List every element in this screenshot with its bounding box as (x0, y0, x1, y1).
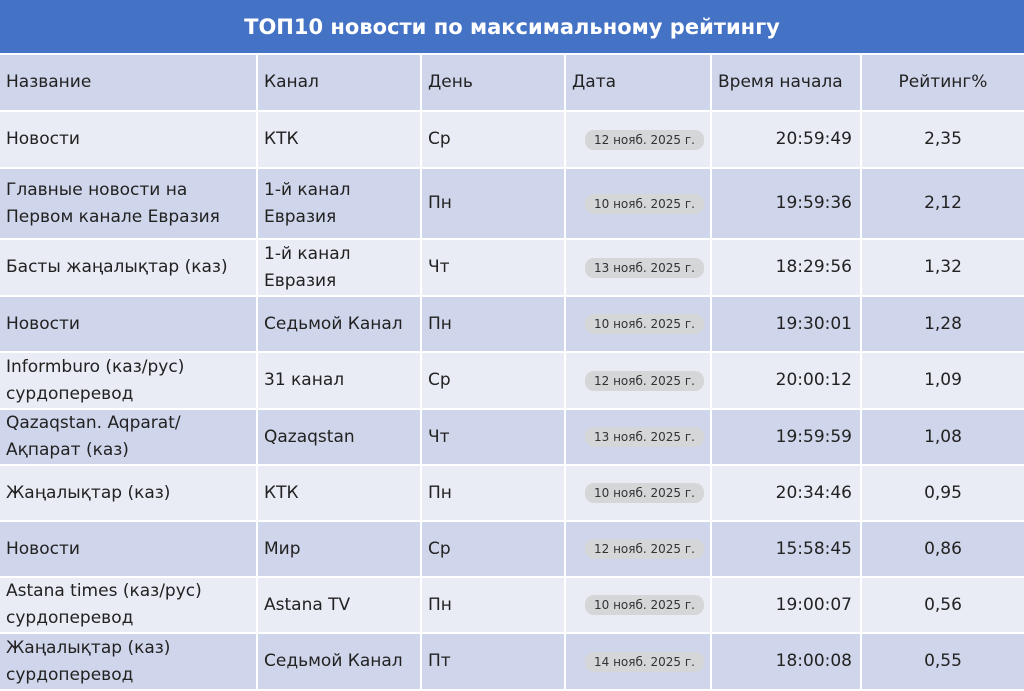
cell-rating: 2,12 (924, 193, 962, 213)
header-day: День (422, 55, 566, 110)
cell-name: Басты жаңалықтар (каз) (0, 240, 258, 295)
cell-name: Жаңалықтар (каз) сурдоперевод (0, 634, 258, 689)
cell-date: 10 нояб. 2025 г. (566, 169, 712, 238)
table-row: Басты жаңалықтар (каз) 1-й канал Евразия Ч… (0, 240, 1024, 297)
cell-day: Пт (422, 634, 566, 689)
cell-rating: 1,28 (924, 313, 962, 334)
cell-date: 12 нояб. 2025 г. (566, 353, 712, 408)
cell-date: 12 нояб. 2025 г. (566, 522, 712, 576)
table-row: Astana times (каз/рус) сурдоперевод Astan… (0, 578, 1024, 634)
table-header: Название Канал День Дата Время начала Ре… (0, 55, 1024, 112)
date-badge: 10 нояб. 2025 г. (585, 483, 704, 503)
cell-day: Пн (422, 297, 566, 351)
table-row: Новости Седьмой Канал Пн 10 нояб. 2025 г. 19… (0, 297, 1024, 353)
cell-time: 15:58:45 (712, 522, 862, 576)
cell-time: 20:00:12 (712, 353, 862, 408)
date-badge: 12 нояб. 2025 г. (585, 129, 704, 150)
date-badge: 10 нояб. 2025 г. (585, 314, 704, 334)
table-title: ТОП10 новости по максимальному рейтингу (0, 0, 1024, 55)
cell-day: Пн (422, 466, 566, 520)
cell-date: 12 нояб. 2025 г. (566, 112, 712, 167)
cell-date: 10 нояб. 2025 г. (566, 466, 712, 520)
cell-rating: 2,35 (924, 129, 962, 149)
cell-name: Astana times (каз/рус) сурдоперевод (0, 578, 258, 632)
cell-date: 14 нояб. 2025 г. (566, 634, 712, 689)
cell-date: 10 нояб. 2025 г. (566, 578, 712, 632)
cell-name: Новости (0, 297, 258, 351)
date-badge: 12 нояб. 2025 г. (585, 370, 704, 391)
cell-name: Новости (0, 112, 258, 167)
cell-time: 19:59:59 (712, 410, 862, 464)
cell-channel: 1-й канал Евразия (258, 240, 422, 295)
cell-channel: 1-й канал Евразия (258, 169, 422, 238)
header-rating: Рейтинг% (898, 72, 988, 92)
cell-date: 13 нояб. 2025 г. (566, 410, 712, 464)
cell-day: Чт (422, 410, 566, 464)
cell-day: Ср (422, 112, 566, 167)
cell-channel: КТК (258, 466, 422, 520)
cell-name: Жаңалықтар (каз) (0, 466, 258, 520)
cell-day: Пн (422, 578, 566, 632)
date-badge: 10 нояб. 2025 г. (585, 193, 704, 214)
cell-channel: 31 канал (258, 353, 422, 408)
header-time: Время начала (712, 55, 862, 110)
cell-channel: Qazaqstan (258, 410, 422, 464)
cell-day: Ср (422, 353, 566, 408)
table-row: Жаңалықтар (каз) КТК Пн 10 нояб. 2025 г. 20:… (0, 466, 1024, 522)
date-badge: 10 нояб. 2025 г. (585, 595, 704, 615)
cell-day: Чт (422, 240, 566, 295)
cell-name: Informburo (каз/рус) сурдоперевод (0, 353, 258, 408)
date-badge: 12 нояб. 2025 г. (585, 539, 704, 559)
cell-day: Пн (422, 169, 566, 238)
header-name: Название (0, 55, 258, 110)
cell-rating: 1,08 (924, 426, 962, 447)
cell-date: 13 нояб. 2025 г. (566, 240, 712, 295)
date-badge: 14 нояб. 2025 г. (585, 651, 704, 672)
cell-rating: 1,09 (924, 370, 962, 390)
cell-rating: 0,95 (924, 482, 962, 503)
cell-time: 18:00:08 (712, 634, 862, 689)
table-row: Новости Мир Ср 12 нояб. 2025 г. 15:58:45 0,86 (0, 522, 1024, 578)
cell-name: Qazaqstan. Aqparat/ Ақпарат (каз) (0, 410, 258, 464)
cell-name: Новости (0, 522, 258, 576)
cell-time: 18:29:56 (712, 240, 862, 295)
table-row: Qazaqstan. Aqparat/ Ақпарат (каз) Qazaqst… (0, 410, 1024, 466)
cell-date: 10 нояб. 2025 г. (566, 297, 712, 351)
header-channel: Канал (258, 55, 422, 110)
cell-time: 19:59:36 (712, 169, 862, 238)
cell-rating: 0,86 (924, 538, 962, 559)
table-row: Informburo (каз/рус) сурдоперевод 31 кана… (0, 353, 1024, 410)
header-date: Дата (566, 55, 712, 110)
cell-name: Главные новости на Первом канале Евразия (0, 169, 258, 238)
cell-channel: Седьмой Канал (258, 297, 422, 351)
cell-rating: 0,55 (924, 651, 962, 671)
cell-channel: Мир (258, 522, 422, 576)
date-badge: 13 нояб. 2025 г. (585, 257, 704, 278)
table-row: Жаңалықтар (каз) сурдоперевод Седьмой Кан… (0, 634, 1024, 691)
cell-rating: 1,32 (924, 257, 962, 277)
cell-day: Ср (422, 522, 566, 576)
cell-rating: 0,56 (924, 594, 962, 615)
cell-channel: Astana TV (258, 578, 422, 632)
cell-time: 20:59:49 (712, 112, 862, 167)
table-row: Главные новости на Первом канале Евразия… (0, 169, 1024, 240)
cell-channel: Седьмой Канал (258, 634, 422, 689)
table-row: Новости КТК Ср 12 нояб. 2025 г. 20:59:49 2,35 (0, 112, 1024, 169)
cell-time: 20:34:46 (712, 466, 862, 520)
cell-time: 19:00:07 (712, 578, 862, 632)
cell-time: 19:30:01 (712, 297, 862, 351)
date-badge: 13 нояб. 2025 г. (585, 427, 704, 447)
cell-channel: КТК (258, 112, 422, 167)
